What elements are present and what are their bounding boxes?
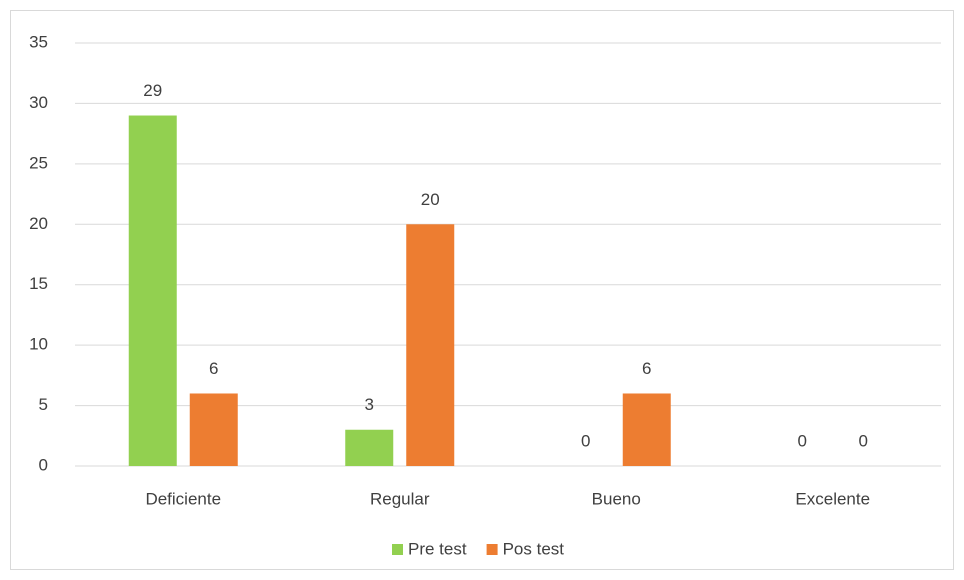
x-tick-label: Bueno	[592, 489, 641, 508]
bar	[622, 393, 671, 466]
y-tick-label: 0	[39, 455, 48, 474]
legend-label: Pre test	[408, 539, 467, 558]
bar	[345, 429, 394, 466]
legend-swatch	[486, 544, 498, 555]
legend-swatch	[392, 544, 403, 555]
y-tick-label: 5	[39, 395, 48, 414]
bar	[189, 393, 238, 466]
data-label: 3	[365, 395, 374, 414]
x-tick-label: Deficiente	[145, 489, 221, 508]
data-label: 20	[421, 190, 440, 209]
y-tick-label: 15	[29, 274, 48, 293]
y-tick-label: 25	[29, 153, 48, 172]
x-tick-label: Regular	[370, 489, 430, 508]
data-label: 0	[798, 431, 807, 450]
data-label: 29	[143, 81, 162, 100]
bar	[128, 115, 177, 466]
bar	[406, 224, 455, 466]
x-tick-label: Excelente	[795, 489, 870, 508]
data-label: 6	[642, 359, 651, 378]
data-label: 0	[581, 431, 590, 450]
legend-label: Pos test	[503, 539, 565, 558]
y-tick-label: 10	[29, 335, 48, 354]
data-label: 0	[859, 431, 868, 450]
y-tick-label: 30	[29, 93, 48, 112]
y-tick-label: 20	[29, 214, 48, 233]
data-label: 6	[209, 359, 218, 378]
y-tick-label: 35	[29, 32, 48, 51]
